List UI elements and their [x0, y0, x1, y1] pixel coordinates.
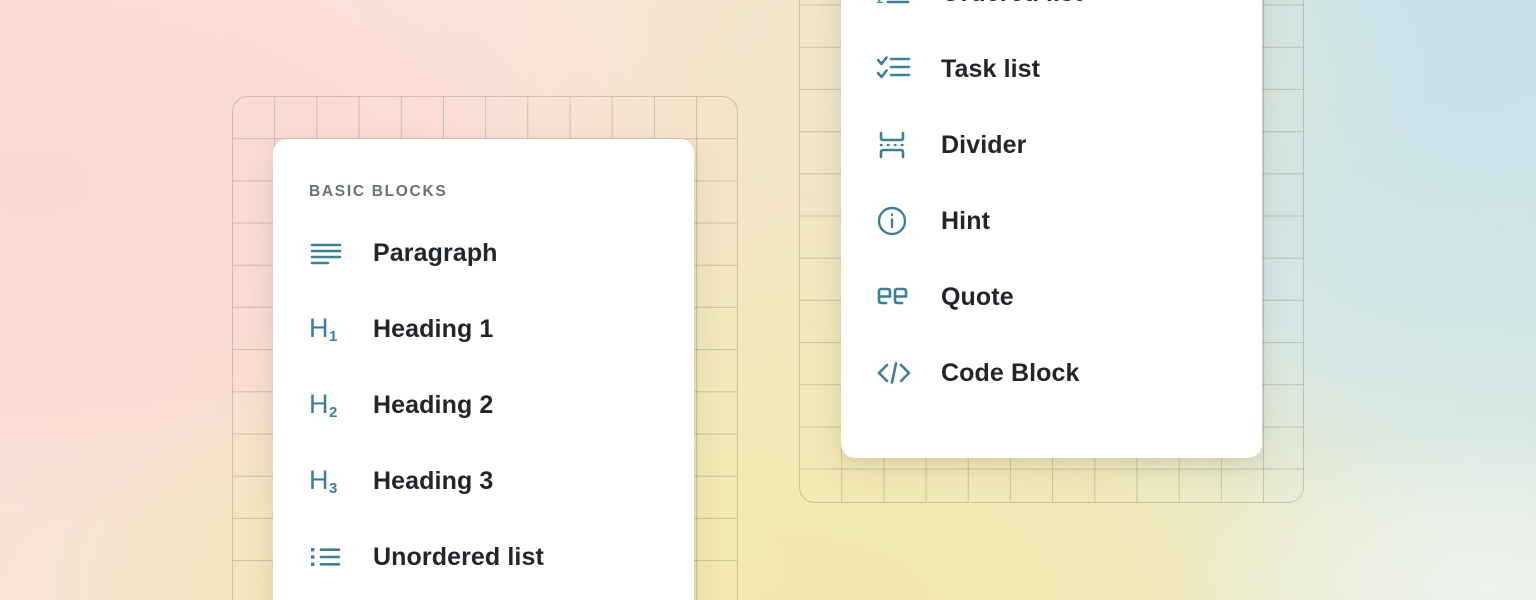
quote-marks-icon [877, 281, 921, 313]
menu-item-paragraph[interactable]: Paragraph [273, 215, 694, 291]
svg-text:H: H [309, 389, 329, 419]
menu-item-ordered-list[interactable]: 1 2 Ordered list [841, 0, 1262, 31]
paragraph-lines-icon [309, 237, 353, 269]
code-brackets-icon [877, 357, 921, 389]
divider-icon [877, 129, 921, 161]
section-label-basic-blocks: BASIC BLOCKS [309, 183, 448, 200]
heading-1-icon: H 1 [309, 313, 353, 345]
check-list-icon [877, 53, 921, 85]
menu-item-label: Code Block [941, 358, 1080, 387]
menu-item-label: Paragraph [373, 238, 498, 267]
menu-item-label: Hint [941, 206, 990, 235]
numbered-list-icon: 1 2 [877, 0, 921, 9]
svg-text:2: 2 [877, 0, 883, 6]
info-circle-icon [877, 205, 921, 237]
svg-text:3: 3 [329, 480, 337, 497]
menu-item-hint[interactable]: Hint [841, 183, 1262, 259]
block-menu-list-right: 1 2 Ordered list [841, 0, 1262, 411]
menu-item-label: Ordered list [941, 0, 1083, 8]
menu-item-heading-1[interactable]: H 1 Heading 1 [273, 291, 694, 367]
menu-item-label: Task list [941, 54, 1041, 83]
heading-3-icon: H 3 [309, 465, 353, 497]
svg-text:2: 2 [329, 404, 337, 421]
menu-item-label: Heading 1 [373, 314, 494, 343]
menu-item-unordered-list[interactable]: Unordered list [273, 519, 694, 595]
svg-text:H: H [309, 465, 329, 495]
bulleted-list-icon [309, 541, 353, 573]
svg-text:1: 1 [329, 328, 337, 345]
menu-item-label: Heading 2 [373, 390, 494, 419]
heading-2-icon: H 2 [309, 389, 353, 421]
menu-item-task-list[interactable]: Task list [841, 31, 1262, 107]
block-menu-card-left: BASIC BLOCKS Paragraph H 1 [273, 139, 694, 600]
menu-item-label: Divider [941, 130, 1027, 159]
block-menu-list-left: Paragraph H 1 Heading 1 H 2 [273, 201, 694, 595]
menu-item-code-block[interactable]: Code Block [841, 335, 1262, 411]
menu-item-heading-3[interactable]: H 3 Heading 3 [273, 443, 694, 519]
menu-item-quote[interactable]: Quote [841, 259, 1262, 335]
menu-item-label: Unordered list [373, 542, 544, 571]
menu-item-divider[interactable]: Divider [841, 107, 1262, 183]
block-menu-card-right: 1 2 Ordered list [841, 0, 1262, 458]
menu-item-label: Quote [941, 282, 1014, 311]
menu-item-label: Heading 3 [373, 466, 494, 495]
svg-text:H: H [309, 313, 329, 343]
menu-item-heading-2[interactable]: H 2 Heading 2 [273, 367, 694, 443]
